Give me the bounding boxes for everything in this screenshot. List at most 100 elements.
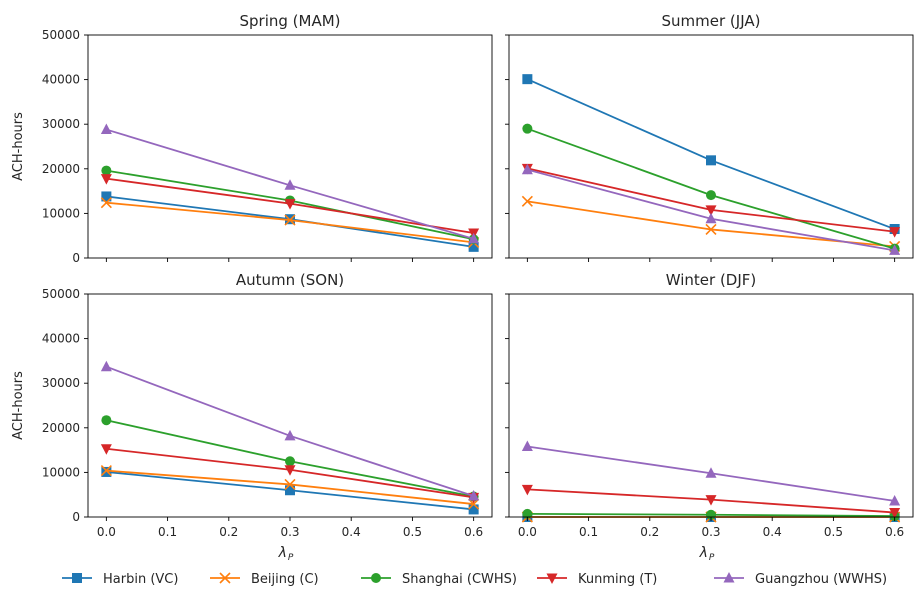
y-tick-label: 30000 xyxy=(42,117,80,131)
data-point xyxy=(705,467,717,478)
data-point xyxy=(284,179,296,190)
x-tick-label: 0.5 xyxy=(403,525,422,539)
legend-marker xyxy=(723,572,735,583)
data-point xyxy=(705,205,717,216)
y-tick-label: 10000 xyxy=(42,206,80,220)
subplot-title: Autumn (SON) xyxy=(236,271,344,289)
y-tick-label: 50000 xyxy=(42,28,80,42)
x-tick-label: 0.1 xyxy=(579,525,598,539)
x-tick-label: 0.0 xyxy=(97,525,116,539)
series-line-3 xyxy=(527,127,895,250)
data-point xyxy=(889,227,901,238)
x-tick-label: 0.0 xyxy=(518,525,537,539)
data-point xyxy=(100,444,112,455)
data-point xyxy=(468,498,480,510)
y-tick-label: 0 xyxy=(72,251,80,265)
x-tick-label: 0.4 xyxy=(763,525,782,539)
data-point xyxy=(522,74,533,85)
subplot-2: Summer (JJA) xyxy=(505,12,914,262)
y-tick-label: 40000 xyxy=(42,332,80,346)
data-point xyxy=(100,465,112,477)
y-tick-label: 50000 xyxy=(42,287,80,301)
x-axis-label: λP xyxy=(699,545,715,563)
legend-label: Beijing (C) xyxy=(251,572,319,587)
x-tick-label: 0.6 xyxy=(464,525,483,539)
data-point xyxy=(468,490,480,501)
data-point xyxy=(889,494,901,506)
data-point xyxy=(101,466,112,477)
x-tick-label: 0.5 xyxy=(824,525,843,539)
x-tick-label: 0.2 xyxy=(640,525,659,539)
y-tick-label: 20000 xyxy=(42,162,80,176)
data-point xyxy=(284,214,296,226)
data-point xyxy=(101,415,112,426)
data-point xyxy=(889,244,901,255)
subplot-3: Autumn (SON) 0.0 0.1 0.2 0.3 0.4 0.5 0.6 0 10000 2… xyxy=(11,271,493,563)
y-tick-label: 0 xyxy=(72,510,80,524)
legend-label: Guangzhou (WWHS) xyxy=(755,572,887,587)
x-axis-label-symbol: λ xyxy=(278,545,287,561)
data-point xyxy=(706,155,716,166)
x-axis-label-symbol: λ xyxy=(699,545,708,561)
legend-marker xyxy=(546,573,558,584)
y-tick-label: 10000 xyxy=(42,465,80,479)
legend-label: Shanghai (CWHS) xyxy=(402,572,517,587)
data-point xyxy=(101,191,112,202)
legend-item-4: Kunming (T) xyxy=(537,572,657,587)
x-tick-label: 0.3 xyxy=(280,525,299,539)
data-point xyxy=(100,360,112,372)
data-point xyxy=(468,241,479,252)
subplot-title: Summer (JJA) xyxy=(662,12,761,30)
x-axis-label-subscript: P xyxy=(288,553,294,563)
data-point xyxy=(521,440,533,452)
subplot-title: Winter (DJF) xyxy=(666,271,757,289)
data-point xyxy=(705,212,717,224)
legend-item-1: Harbin (VC) xyxy=(62,572,178,587)
legend-item-5: Guangzhou (WWHS) xyxy=(714,572,887,587)
data-point xyxy=(889,508,901,519)
legend-marker xyxy=(219,572,231,584)
data-point xyxy=(100,174,112,185)
data-point xyxy=(284,465,296,476)
data-point xyxy=(521,484,533,496)
y-tick-label: 20000 xyxy=(42,421,80,435)
data-point xyxy=(705,223,717,236)
y-tick-label: 30000 xyxy=(42,376,80,390)
legend: Harbin (VC) Beijing (C) Shanghai (CWHS) Kun… xyxy=(62,572,887,587)
y-tick-label: 40000 xyxy=(42,73,80,87)
data-point xyxy=(706,190,716,201)
data-point xyxy=(100,123,112,135)
data-point xyxy=(521,163,533,175)
data-point xyxy=(521,195,533,207)
x-tick-label: 0.1 xyxy=(158,525,177,539)
data-point xyxy=(100,197,112,209)
x-axis-label-subscript: P xyxy=(709,553,715,563)
data-point xyxy=(705,495,717,506)
legend-item-2: Beijing (C) xyxy=(210,572,319,587)
legend-item-3: Shanghai (CWHS) xyxy=(361,572,517,587)
x-tick-label: 0.3 xyxy=(701,525,720,539)
data-point xyxy=(284,429,296,441)
y-axis-label: ACH-hours xyxy=(11,112,26,181)
legend-marker xyxy=(72,573,82,583)
data-point xyxy=(522,123,533,134)
data-point xyxy=(284,199,296,210)
data-point xyxy=(285,485,295,496)
subplot-1: Spring (MAM) 0 10000 20000 30000 40000 50000 AC… xyxy=(11,12,493,265)
y-axis-label: ACH-hours xyxy=(11,371,26,440)
data-point xyxy=(101,165,112,176)
x-tick-label: 0.6 xyxy=(885,525,904,539)
axes-frame xyxy=(508,34,914,259)
x-tick-label: 0.4 xyxy=(342,525,361,539)
data-point xyxy=(468,504,479,515)
axes-frame xyxy=(87,34,493,259)
legend-label: Kunming (T) xyxy=(578,572,657,587)
legend-label: Harbin (VC) xyxy=(103,572,178,587)
x-axis-label: λP xyxy=(278,545,294,563)
subplot-4: Winter (DJF) 0.0 0.1 0.2 0.3 0.4 0.5 0.6 λP xyxy=(505,271,914,563)
data-point xyxy=(468,232,480,244)
data-point xyxy=(285,456,295,467)
legend-marker xyxy=(371,573,381,583)
data-point xyxy=(284,478,296,491)
